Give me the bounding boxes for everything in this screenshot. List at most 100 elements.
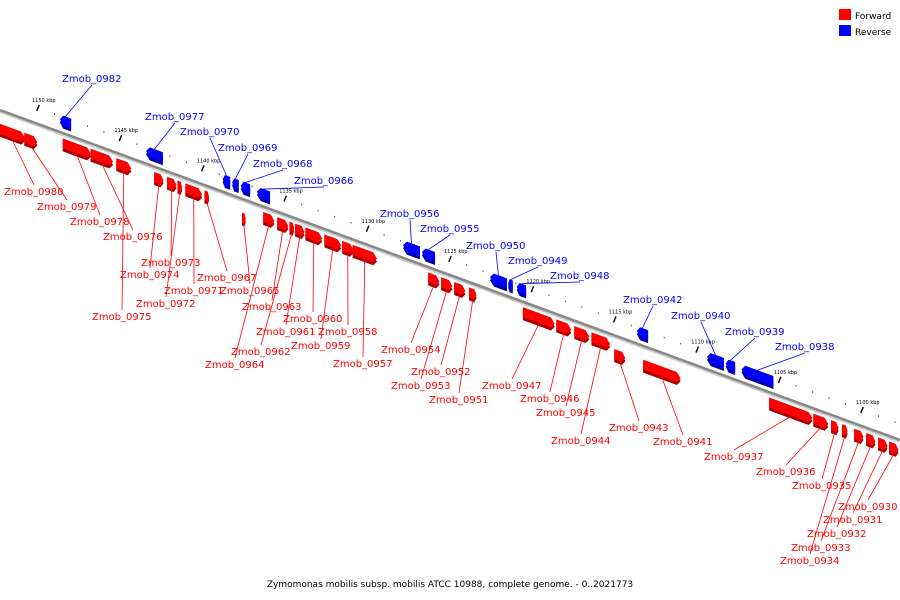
gene-label-zmob_0932[interactable]: Zmob_0932	[807, 445, 872, 540]
gene-block-zmob_0961[interactable]	[294, 223, 305, 240]
gene-block-zmob_0976[interactable]	[90, 148, 114, 169]
gene-label-zmob_0933[interactable]: Zmob_0933	[791, 441, 860, 554]
gene-label-zmob_0946[interactable]: Zmob_0946	[520, 333, 580, 405]
gene-block-zmob_0953[interactable]	[440, 277, 453, 294]
gene-block-zmob_0930[interactable]	[888, 441, 899, 457]
gene-label-zmob_0964[interactable]: Zmob_0964	[205, 224, 270, 371]
gene-block-zmob_0934[interactable]	[841, 424, 848, 439]
gene-label-zmob_0957[interactable]: Zmob_0957	[333, 260, 393, 370]
gene-block-zmob_0977[interactable]	[145, 147, 164, 166]
gene-label-zmob_0953[interactable]: Zmob_0953	[391, 290, 451, 392]
gene-label-zmob_0974[interactable]: Zmob_0974	[120, 184, 180, 281]
gene-label-zmob_0961[interactable]: Zmob_0961	[256, 236, 316, 338]
gene-label-zmob_0934[interactable]: Zmob_0934	[780, 436, 846, 567]
gene-block-zmob_0966[interactable]	[256, 188, 271, 205]
gene-block-zmob_0971[interactable]	[185, 183, 203, 202]
gene-block-zmob_0951[interactable]	[468, 287, 477, 303]
gene-block-zmob_0949[interactable]	[508, 279, 513, 294]
gene-block-zmob_0960[interactable]	[305, 227, 323, 246]
gene-block-zmob_0965[interactable]	[241, 212, 246, 227]
gene-block-zmob_0946[interactable]	[556, 319, 572, 337]
gene-block-zmob_0950[interactable]	[489, 273, 508, 292]
gene-label-zmob_0940[interactable]: Zmob_0940	[671, 311, 731, 355]
gene-block-zmob_0972[interactable]	[177, 180, 183, 195]
gene-block-zmob_0975[interactable]	[116, 158, 132, 176]
gene-block-zmob_0948[interactable]	[516, 282, 527, 299]
gene-block-zmob_0978[interactable]	[62, 138, 91, 161]
gene-label-zmob_0967[interactable]: Zmob_0967	[197, 202, 257, 284]
gene-label-zmob_0980[interactable]: Zmob_0980	[4, 138, 64, 198]
gene-label-zmob_0950[interactable]: Zmob_0950	[466, 241, 526, 276]
gene-label-zmob_0951[interactable]: Zmob_0951	[429, 299, 489, 406]
gene-block-zmob_0963[interactable]	[276, 217, 289, 233]
gene-block-zmob_0974[interactable]	[153, 171, 164, 188]
gene-label-zmob_0968[interactable]: Zmob_0968	[245, 159, 313, 183]
gene-block-zmob_0937[interactable]	[769, 397, 813, 425]
gene-label-zmob_0975[interactable]: Zmob_0975	[92, 171, 152, 323]
gene-label-zmob_0977[interactable]: Zmob_0977	[145, 112, 205, 150]
gene-block-zmob_0962[interactable]	[289, 221, 295, 236]
gene-label-zmob_0969[interactable]: Zmob_0969	[218, 143, 278, 179]
gene-block-zmob_0938[interactable]	[741, 365, 774, 390]
gene-label-zmob_0949[interactable]: Zmob_0949	[508, 256, 568, 280]
gene-label-zmob_0930[interactable]: Zmob_0930	[838, 453, 898, 513]
gene-label-zmob_0963[interactable]: Zmob_0963	[242, 230, 302, 313]
gene-label-zmob_0970[interactable]: Zmob_0970	[180, 127, 240, 176]
gene-block-zmob_0970[interactable]	[222, 174, 231, 190]
gene-label-zmob_0941[interactable]: Zmob_0941	[653, 377, 713, 448]
gene-block-zmob_0936[interactable]	[813, 413, 829, 431]
gene-label-zmob_0979[interactable]: Zmob_0979	[30, 145, 97, 213]
gene-label-zmob_0973[interactable]: Zmob_0973	[141, 189, 201, 269]
gene-block-zmob_0957[interactable]	[352, 244, 378, 266]
gene-label-zmob_0931[interactable]: Zmob_0931	[823, 449, 884, 526]
gene-label-zmob_0935[interactable]: Zmob_0935	[792, 432, 852, 492]
gene-label-zmob_0982[interactable]: Zmob_0982	[62, 74, 122, 117]
gene-block-zmob_0931[interactable]	[877, 437, 888, 453]
gene-label-zmob_0962[interactable]: Zmob_0962	[231, 233, 293, 358]
gene-block-zmob_0935[interactable]	[830, 420, 839, 436]
gene-block-zmob_0956[interactable]	[402, 241, 421, 260]
gene-label-zmob_0965[interactable]: Zmob_0965	[220, 224, 280, 297]
gene-block-zmob_0940[interactable]	[706, 353, 725, 371]
gene-label-zmob_0937[interactable]: Zmob_0937	[704, 416, 791, 463]
gene-block-zmob_0982[interactable]	[59, 115, 72, 132]
gene-block-zmob_0942[interactable]	[636, 327, 649, 344]
gene-block-zmob_0979[interactable]	[24, 132, 38, 150]
gene-block-zmob_0955[interactable]	[421, 248, 436, 265]
gene-label-zmob_0947[interactable]: Zmob_0947	[482, 323, 542, 392]
gene-block-zmob_0964[interactable]	[262, 211, 275, 228]
gene-block-zmob_0943[interactable]	[614, 349, 626, 365]
gene-label-zmob_0954[interactable]: Zmob_0954	[381, 285, 441, 357]
gene-label-zmob_0971[interactable]: Zmob_0971	[164, 197, 224, 298]
gene-block-zmob_0958[interactable]	[341, 240, 354, 257]
gene-label-zmob_0938[interactable]: Zmob_0938	[757, 342, 835, 371]
gene-label-zmob_0945[interactable]: Zmob_0945	[536, 339, 596, 419]
gene-label-zmob_0943[interactable]: Zmob_0943	[609, 361, 669, 434]
gene-block-zmob_0980[interactable]	[0, 123, 25, 145]
gene-block-zmob_0967[interactable]	[204, 190, 210, 205]
gene-block-zmob_0968[interactable]	[240, 181, 251, 198]
gene-block-zmob_0947[interactable]	[522, 307, 555, 331]
gene-block-zmob_0954[interactable]	[427, 272, 440, 289]
gene-block-zmob_0939[interactable]	[725, 359, 736, 376]
gene-block-zmob_0945[interactable]	[574, 326, 590, 344]
gene-label-zmob_0942[interactable]: Zmob_0942	[623, 295, 683, 329]
gene-label-zmob_0960[interactable]: Zmob_0960	[283, 241, 343, 326]
gene-label-zmob_0936[interactable]: Zmob_0936	[756, 427, 822, 478]
gene-block-zmob_0933[interactable]	[853, 428, 864, 445]
gene-label-zmob_0958[interactable]: Zmob_0958	[318, 253, 378, 338]
gene-label-zmob_0939[interactable]: Zmob_0939	[725, 327, 785, 361]
gene-label-zmob_0978[interactable]: Zmob_0978	[70, 154, 130, 228]
gene-label-zmob_0966[interactable]: Zmob_0966	[263, 176, 354, 190]
gene-label-zmob_0956[interactable]: Zmob_0956	[380, 209, 440, 244]
gene-label-zmob_0952[interactable]: Zmob_0952	[411, 294, 471, 378]
gene-label-zmob_0976[interactable]: Zmob_0976	[101, 163, 163, 243]
gene-label-zmob_0948[interactable]: Zmob_0948	[521, 271, 610, 285]
gene-block-zmob_0944[interactable]	[591, 332, 611, 351]
gene-label-zmob_0959[interactable]: Zmob_0959	[291, 248, 351, 352]
gene-block-zmob_0952[interactable]	[453, 281, 466, 298]
gene-block-zmob_0959[interactable]	[324, 234, 342, 253]
gene-block-zmob_0932[interactable]	[865, 433, 876, 449]
gene-block-zmob_0973[interactable]	[166, 176, 177, 193]
gene-label-zmob_0944[interactable]: Zmob_0944	[551, 346, 611, 447]
